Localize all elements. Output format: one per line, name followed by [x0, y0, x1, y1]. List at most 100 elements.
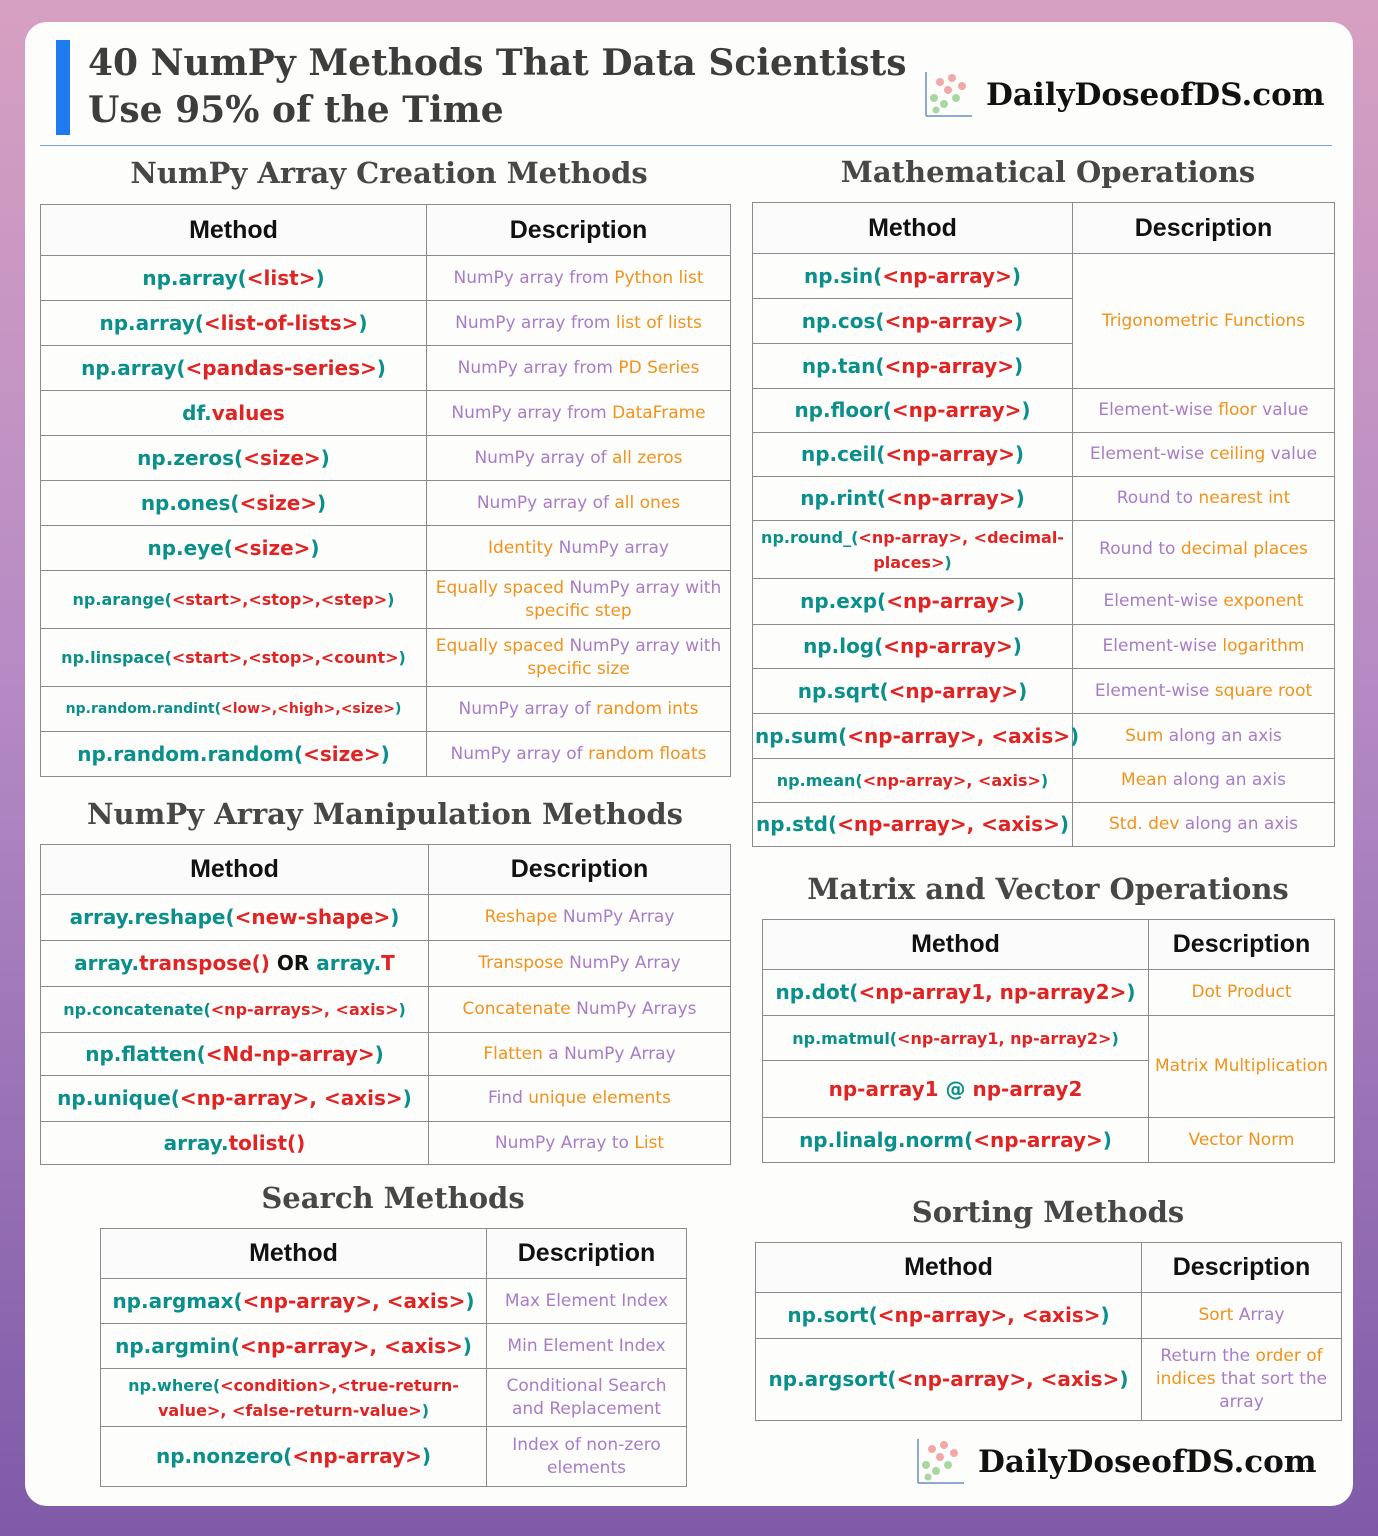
description-part: NumPy array with — [569, 577, 722, 598]
method-part: ) — [390, 905, 400, 929]
method-cell: array.tolist() — [40, 1121, 429, 1165]
description-part: Find — [488, 1088, 529, 1108]
description-part: all ones — [614, 492, 681, 513]
method-part: ) — [398, 1000, 406, 1019]
method-part: ) — [1102, 1127, 1112, 1152]
method-part: np.array( — [81, 355, 186, 380]
method-cell: np.sin(<np-array>) — [752, 253, 1073, 299]
description-part: Python list — [614, 267, 704, 288]
search-table: Method Description np.argmax(<np-array>, … — [100, 1228, 687, 1487]
method-part: <np-array> — [888, 678, 1019, 703]
method-part: <np-array>, <axis> — [240, 1333, 463, 1358]
method-part: <np-array> — [882, 263, 1012, 288]
method-part: <np-array> — [884, 353, 1014, 378]
method-cell: np.matmul(<np-array1, np-array2>) — [762, 1015, 1149, 1061]
table-row: np.round_(<np-array>, <decimal-places>) R… — [752, 520, 1335, 579]
table-row: np.flatten(<Nd-np-array>) Flatten a NumPy… — [40, 1032, 731, 1076]
method-part: np.where( — [128, 1375, 221, 1395]
scatter-logo-icon — [925, 72, 972, 117]
description-part: Array — [1238, 1305, 1285, 1325]
method-part: ) — [317, 490, 327, 515]
table-row: np.sin(<np-array>) Trigonometric Function… — [752, 253, 1335, 389]
method-cell: np.flatten(<Nd-np-array>) — [40, 1032, 429, 1076]
col-header-method: Method — [762, 919, 1149, 970]
method-part: np.log( — [803, 634, 884, 658]
method-part: <np-array> — [885, 442, 1015, 466]
method-part: <np-array> — [973, 1127, 1103, 1152]
col-header-method: Method — [40, 844, 429, 895]
description-cell: Return the order of indices that sort th… — [1141, 1338, 1342, 1421]
method-cell: np.cos(<np-array>) — [752, 298, 1073, 344]
table-row: np.array(<list-of-lists>) NumPy array fro… — [40, 300, 731, 346]
description-part: NumPy array from — [453, 267, 615, 288]
table-row: np.matmul(<np-array1, np-array2>) Matrix … — [762, 1015, 1335, 1118]
method-cell: np.arange(<start>,<stop>,<step>) — [40, 570, 427, 629]
method-part: ) — [1018, 678, 1028, 703]
description-part: NumPy array of — [458, 698, 597, 719]
description-part: Element-wise — [1089, 444, 1210, 464]
description-part: NumPy array of — [450, 743, 589, 764]
method-cell: np.rint(<np-array>) — [752, 476, 1073, 521]
description-part: Max Element Index — [504, 1290, 669, 1311]
description-cell: Equally spaced NumPy array with specific… — [426, 628, 731, 687]
description-cell: Mean along an axis — [1072, 758, 1335, 803]
math-table: Method Description np.sin(<np-array>) Trig… — [752, 202, 1335, 847]
method-part: np.sin( — [804, 263, 883, 288]
table-row: np.mean(<np-array>, <axis>) Mean along an… — [752, 758, 1335, 803]
method-cell: np.argmax(<np-array>, <axis>) — [100, 1278, 487, 1324]
description-part: NumPy array from — [457, 357, 619, 378]
table-row: np.random.randint(<low>,<high>,<size>) Nu… — [40, 686, 731, 732]
description-cell: Element-wise exponent — [1072, 578, 1335, 625]
col-header-description: Description — [426, 204, 731, 256]
method-part: <pandas-series> — [185, 355, 377, 380]
method-part: <np-array> — [886, 486, 1016, 510]
method-cell: np.random.random(<size>) — [40, 731, 427, 777]
method-cell: np.eye(<size>) — [40, 525, 427, 571]
method-cell: array.reshape(<new-shape>) — [40, 894, 429, 941]
method-part: <np-array> — [886, 589, 1016, 613]
manipulation-table: Method Description array.reshape(<new-sha… — [40, 844, 731, 1165]
description-part: NumPy array of — [476, 492, 615, 513]
description-cell: Equally spaced NumPy array with specific… — [426, 570, 731, 629]
method-cell: np.floor(<np-array>) — [752, 388, 1073, 433]
description-cell: NumPy array from PD Series — [426, 345, 731, 391]
description-part: Index of non-zero elements — [512, 1434, 661, 1478]
col-header-description: Description — [1072, 202, 1335, 254]
method-part: np.floor( — [794, 398, 892, 422]
description-cell: Round to decimal places — [1072, 520, 1335, 579]
method-part: <np-array> — [292, 1444, 422, 1468]
method-cell: np.zeros(<size>) — [40, 435, 427, 481]
description-cell: Matrix Multiplication — [1148, 1015, 1335, 1118]
method-cell: array.transpose() OR array.T — [40, 940, 429, 987]
col-header-description: Description — [428, 844, 731, 895]
table-row: array.transpose() OR array.T Transpose Nu… — [40, 940, 731, 987]
method-part: ) — [394, 700, 402, 717]
method-part: np.sqrt( — [797, 678, 889, 703]
method-cell: np.exp(<np-array>) — [752, 578, 1073, 625]
method-part: <start>,<stop>,<step> — [171, 590, 388, 609]
sorting-section-title: Sorting Methods — [911, 1195, 1185, 1229]
table-row: np.ones(<size>) NumPy array of all ones — [40, 480, 731, 526]
description-cell: Reshape NumPy Array — [428, 894, 731, 941]
description-cell: Element-wise floor value — [1072, 388, 1335, 433]
table-row: np.sqrt(<np-array>) Element-wise square r… — [752, 668, 1335, 714]
brand-header: DailyDoseofDS.com — [920, 68, 1325, 122]
table-row: np.exp(<np-array>) Element-wise exponent — [752, 578, 1335, 625]
method-part: np.random.random( — [77, 741, 304, 766]
search-section-title: Search Methods — [261, 1181, 525, 1215]
method-cell: np.linspace(<start>,<stop>,<count>) — [40, 628, 427, 687]
table-row: np.tan(<np-array>) — [752, 343, 1335, 389]
method-part: np.unique( — [57, 1086, 180, 1110]
method-cell: np.array(<pandas-series>) — [40, 345, 427, 391]
method-part: <low>,<high>,<size> — [221, 700, 395, 717]
method-part: ) — [402, 1086, 412, 1110]
method-part: ) — [315, 265, 325, 290]
description-part: decimal places — [1180, 539, 1308, 559]
method-part: <np-arrays>, <axis> — [210, 1000, 399, 1019]
description-part: Return the — [1160, 1346, 1256, 1366]
method-part: <list> — [246, 265, 316, 290]
method-part: <size> — [243, 445, 321, 470]
description-part: DataFrame — [612, 402, 706, 423]
title-line-1: 40 NumPy Methods That Data Scientists — [88, 42, 907, 84]
method-part: np.linspace( — [61, 648, 172, 667]
